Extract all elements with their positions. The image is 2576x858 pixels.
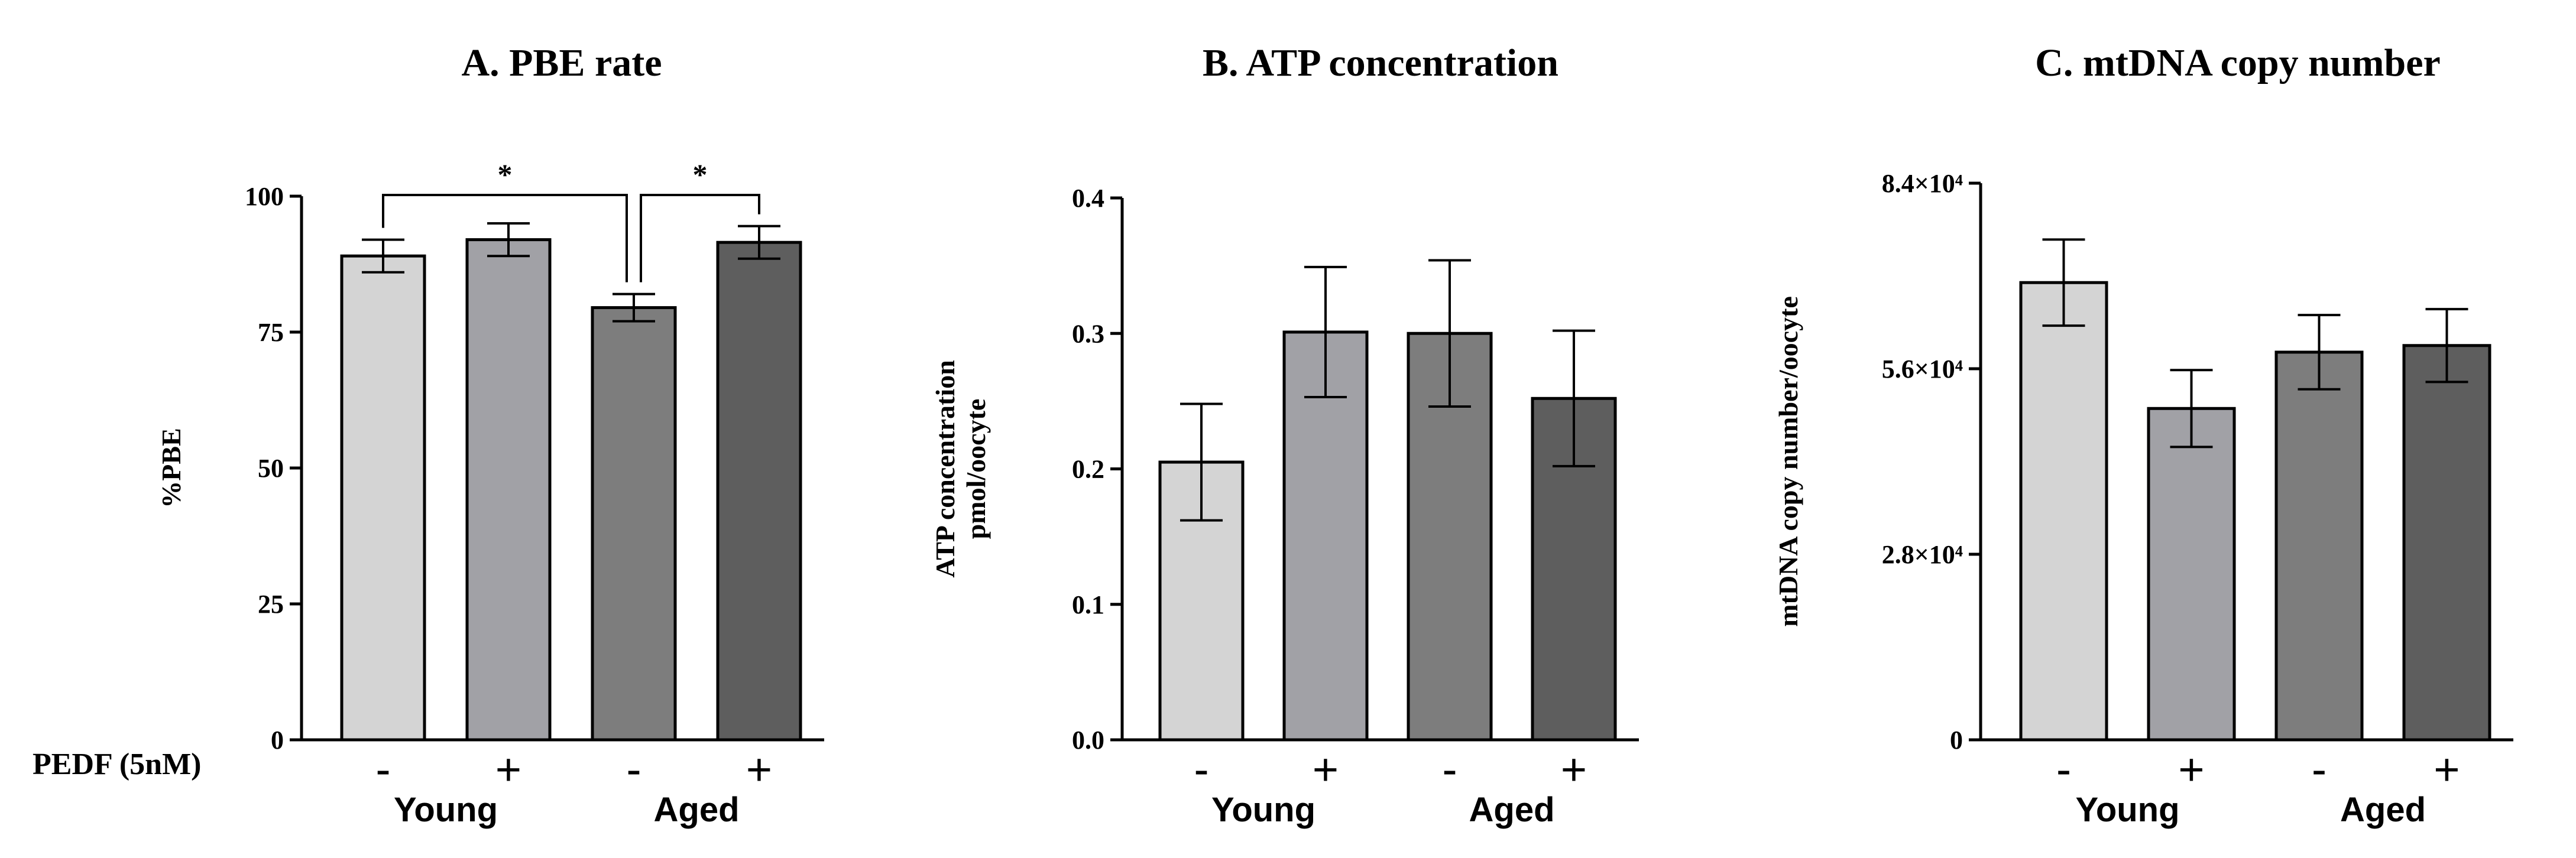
y-tick-label: 75	[258, 318, 284, 347]
condition-sign: -	[626, 745, 641, 795]
bar	[2147, 407, 2236, 742]
y-tick-label: 2.8×10⁴	[1882, 540, 1963, 569]
y-tick-label: 0.4	[1072, 184, 1104, 213]
y-tick-label: 25	[258, 590, 284, 619]
group-label: Young	[394, 791, 498, 829]
panel-1: B. ATP concentration ATP concentration pmo…	[930, 41, 1639, 829]
y-tick-label: 0.1	[1072, 590, 1104, 619]
group-label: Aged	[2340, 791, 2426, 829]
bar	[465, 238, 552, 742]
condition-sign: -	[1194, 745, 1208, 795]
y-axis-label: %PBE	[156, 428, 186, 508]
y-tick-label: 0.0	[1072, 726, 1104, 755]
condition-sign: +	[2178, 745, 2204, 795]
bar	[2274, 350, 2364, 742]
bar	[1282, 330, 1369, 742]
panel-title: C. mtDNA copy number	[2035, 41, 2441, 84]
bar	[2019, 281, 2108, 742]
y-tick-label: 0.2	[1072, 455, 1104, 484]
group-label: Aged	[654, 791, 740, 829]
y-axis-label: ATP concentration	[930, 360, 960, 577]
y-tick-label: 5.6×10⁴	[1882, 355, 1963, 384]
panel-title: A. PBE rate	[461, 41, 662, 84]
condition-sign: -	[1442, 745, 1457, 795]
y-tick-label: 0	[271, 726, 284, 755]
pedf-row-label: PEDF (5nM)	[33, 748, 201, 781]
group-label: Aged	[1469, 791, 1555, 829]
condition-sign: +	[746, 745, 772, 795]
condition-sign: +	[1561, 745, 1587, 795]
condition-sign: -	[2056, 745, 2071, 795]
y-tick-label: 0	[1950, 726, 1963, 755]
y-tick-label: 50	[258, 454, 284, 483]
condition-sign: +	[495, 745, 521, 795]
condition-sign: +	[1313, 745, 1339, 795]
significance-bracket	[382, 194, 628, 282]
significance-star: *	[693, 158, 708, 191]
condition-sign: -	[2312, 745, 2326, 795]
panel-title: B. ATP concentration	[1203, 41, 1558, 84]
condition-sign: -	[375, 745, 390, 795]
y-axis-label: mtDNA copy number/oocyte	[1773, 296, 1803, 627]
y-axis-label: pmol/oocyte	[961, 399, 991, 540]
bar	[591, 306, 677, 742]
group-label: Young	[1211, 791, 1315, 829]
significance-bracket	[640, 194, 760, 282]
bar	[340, 254, 426, 742]
y-tick-label: 0.3	[1072, 319, 1104, 348]
significance-star: *	[498, 158, 513, 191]
bar	[2402, 344, 2491, 742]
panel-2: C. mtDNA copy number mtDNA copy number/oo…	[1773, 41, 2513, 829]
group-label: Young	[2075, 791, 2179, 829]
bar	[716, 240, 802, 742]
y-tick-label: 8.4×10⁴	[1882, 169, 1963, 198]
y-tick-label: 100	[245, 182, 284, 211]
condition-sign: +	[2434, 745, 2460, 795]
